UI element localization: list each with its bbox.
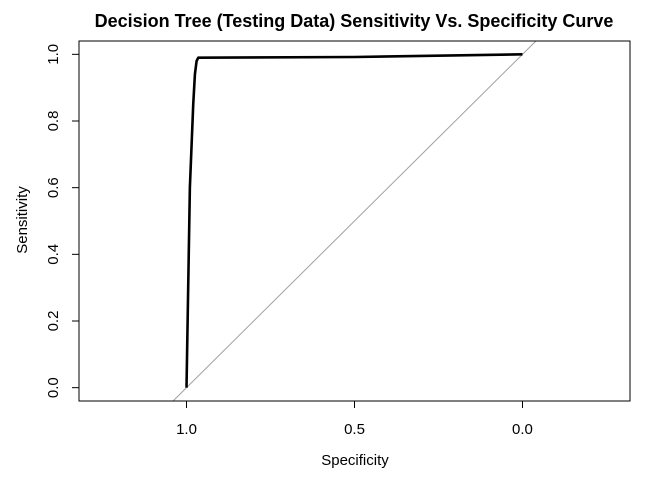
roc-curve-line bbox=[185, 53, 523, 388]
y-tick-label: 0.8 bbox=[45, 111, 62, 132]
y-axis-label: Sensitivity bbox=[14, 186, 31, 254]
reference-diagonal-line bbox=[172, 41, 537, 401]
x-axis-label: Specificity bbox=[321, 452, 389, 469]
plot-area: 1.0 0.5 0.0 0.0 0.2 0.4 0.6 0.8 1.0 bbox=[45, 40, 631, 438]
y-tick-label: 0.2 bbox=[45, 311, 62, 332]
chart-title: Decision Tree (Testing Data) Sensitivity… bbox=[95, 11, 614, 31]
y-tick-label: 1.0 bbox=[45, 44, 62, 65]
x-tick-label: 0.0 bbox=[512, 421, 533, 438]
y-tick-label: 0.6 bbox=[45, 177, 62, 198]
y-tick-label: 0.0 bbox=[45, 377, 62, 398]
x-tick-label: 1.0 bbox=[176, 421, 197, 438]
y-tick-label: 0.4 bbox=[45, 244, 62, 265]
x-tick-label: 0.5 bbox=[344, 421, 365, 438]
